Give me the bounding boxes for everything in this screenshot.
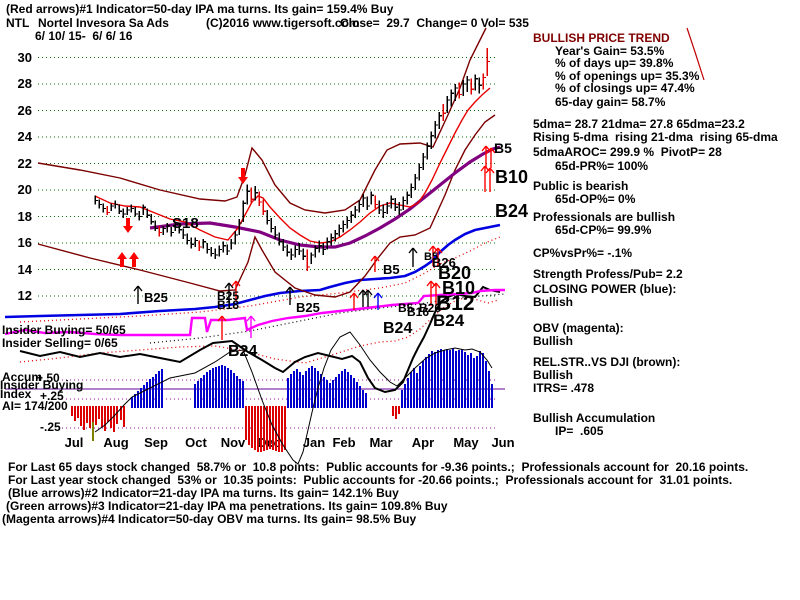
month-label-may: May: [453, 435, 479, 450]
signal-arrow-head: [289, 286, 295, 293]
y-axis-tick-label: 24: [17, 129, 32, 144]
signal-arrow-head: [485, 167, 491, 174]
stray-band-segment: [686, 27, 705, 81]
signal-arrow-head: [433, 247, 439, 254]
signal-arrow-head: [435, 282, 441, 289]
signal-arrow-head: [431, 282, 437, 289]
signal-arrow-head: [123, 226, 133, 233]
y-axis-tick-label: 26: [17, 102, 32, 118]
accum-ma-line: [94, 331, 493, 465]
signal-arrow-head: [133, 285, 139, 292]
month-label-mar: Mar: [369, 435, 393, 450]
signal-arrow-head: [246, 315, 252, 322]
signal-arrow-head: [481, 145, 487, 152]
month-label-nov: Nov: [220, 435, 246, 450]
signal-arrow-head: [367, 289, 373, 296]
signal-arrow-head: [370, 255, 376, 262]
signal-arrow-head: [117, 252, 127, 259]
signal-arrow-head: [373, 292, 379, 299]
month-label-feb: Feb: [332, 435, 356, 450]
signal-arrow-head: [349, 292, 355, 299]
y-axis-tick-label: 30: [17, 49, 32, 65]
signal-arrow-head: [362, 289, 368, 296]
signal-arrow-head: [363, 289, 369, 296]
signal-arrow-head: [224, 282, 230, 289]
signal-arrow-head: [490, 147, 496, 154]
signal-arrow-head: [137, 285, 143, 292]
signal-arrow-head: [428, 245, 434, 252]
signal-arrow-head: [480, 165, 486, 172]
signal-arrow-head: [486, 147, 492, 154]
closing-power-line: [4, 223, 501, 319]
upper-band-line: [37, 27, 487, 214]
y-axis-tick-label: 18: [17, 208, 32, 224]
month-label-aug: Aug: [103, 435, 129, 450]
signal-arrow-head: [358, 289, 364, 296]
signal-arrow-head: [426, 280, 432, 287]
signal-arrow-head: [374, 255, 380, 262]
y-axis-tick-label: 16: [17, 235, 32, 250]
signal-arrow-head: [437, 247, 443, 254]
signal-arrow-head: [489, 167, 495, 174]
closing-power-ma-line: [19, 236, 501, 323]
y-axis-tick-label: 14: [17, 261, 32, 277]
month-label-sep: Sep: [144, 435, 168, 450]
signal-arrow-head: [412, 247, 418, 254]
ma65-line: [149, 145, 501, 249]
month-label-jan: Jan: [302, 435, 326, 450]
signal-arrow-head: [353, 292, 359, 299]
month-label-oct: Oct: [185, 435, 207, 450]
signal-arrow-head: [129, 252, 139, 259]
month-label-jun: Jun: [491, 435, 515, 450]
signal-arrow-head: [217, 315, 223, 322]
obv-ma-line: [149, 293, 506, 344]
y-axis-tick-label: 20: [17, 182, 32, 197]
signal-arrow-head: [235, 280, 241, 287]
obv-line: [4, 288, 505, 337]
signal-arrow-head: [228, 282, 234, 289]
signal-arrow-head: [238, 177, 248, 184]
signal-arrow-head: [231, 280, 237, 287]
signal-arrow-head: [285, 286, 291, 293]
y-axis-tick-label: 12: [17, 288, 32, 303]
month-label-jul: Jul: [64, 435, 84, 450]
signal-arrow-head: [377, 292, 383, 299]
y-axis-tick-label: 28: [17, 76, 32, 91]
signal-arrow-head: [221, 315, 227, 322]
y-axis-tick-label: 22: [17, 155, 32, 171]
relstr-ma-line: [19, 296, 499, 364]
month-label-apr: Apr: [411, 435, 435, 450]
ma21-line: [94, 87, 491, 244]
signal-arrow-head: [408, 247, 414, 254]
signal-arrow-head: [250, 315, 256, 322]
